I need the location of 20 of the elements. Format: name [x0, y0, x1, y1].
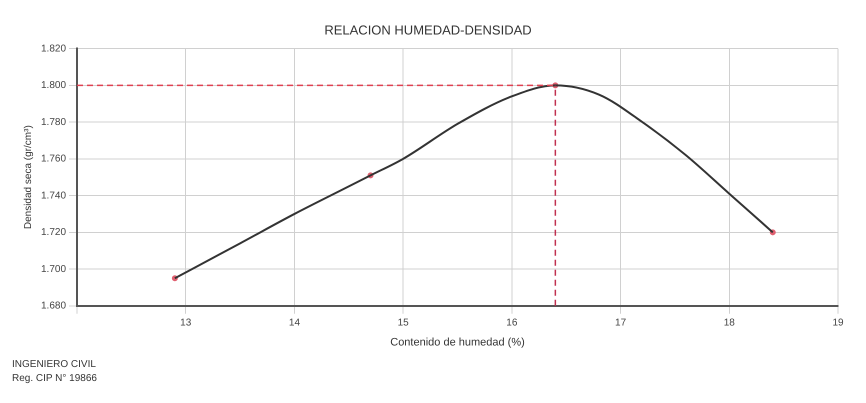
y-tick-label: 1.760	[40, 154, 66, 165]
chart-title: RELACION HUMEDAD-DENSIDAD	[324, 22, 532, 38]
y-tick-label: 1.820	[40, 43, 66, 54]
y-tick-label: 1.680	[40, 300, 66, 312]
x-tick-label: 14	[288, 318, 300, 329]
x-tick-label: 16	[506, 318, 518, 329]
x-axis-title: Contenido de humedad (%)	[390, 336, 525, 348]
x-tick-label: 19	[832, 318, 844, 329]
y-axis-title: Densidad seca (gr/cm³)	[22, 125, 34, 230]
x-tick-label: 17	[615, 318, 627, 329]
text: Reg. CIP N° 19866	[12, 372, 97, 386]
x-tick-label: 13	[180, 318, 192, 329]
y-tick-label: 1.780	[40, 116, 66, 128]
y-tick-label: 1.800	[40, 80, 66, 92]
y-tick-label: 1.700	[40, 264, 66, 275]
y-tick-label: 1.740	[40, 190, 66, 202]
text: INGENIERO CIVIL	[12, 358, 97, 372]
x-tick-label: 15	[398, 318, 410, 329]
x-tick-label: 18	[724, 318, 736, 329]
y-tick-label: 1.720	[40, 227, 66, 238]
